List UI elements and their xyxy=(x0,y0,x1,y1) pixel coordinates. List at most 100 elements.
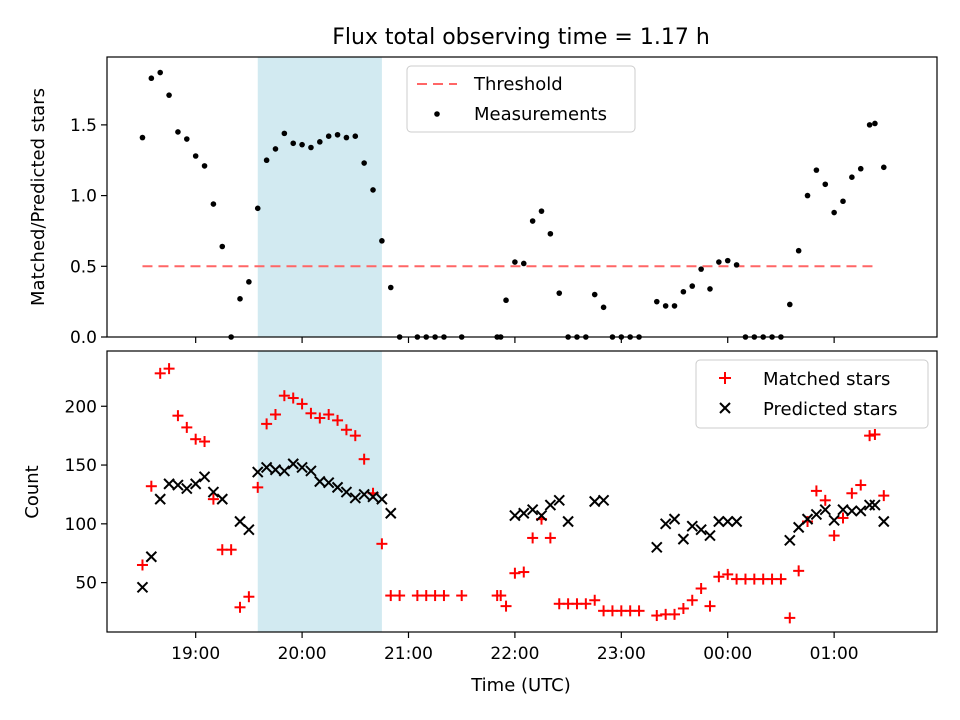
measurement-point xyxy=(201,163,208,169)
measurement-point xyxy=(166,92,172,98)
top-shaded-interval xyxy=(257,57,382,337)
predicted-star-marker xyxy=(207,486,220,498)
predicted-star-marker xyxy=(154,493,166,505)
measurement-point xyxy=(299,141,305,148)
predicted-star-marker xyxy=(828,514,840,527)
top-plot-frame xyxy=(106,56,938,338)
measurement-point xyxy=(600,304,607,311)
predicted-star-marker xyxy=(597,494,610,507)
measurement-point xyxy=(547,230,554,237)
measurement-point xyxy=(210,201,217,207)
bottom-plot-frame xyxy=(106,350,938,633)
measurement-point xyxy=(184,136,190,142)
matched-star-marker xyxy=(589,594,601,606)
measurement-point xyxy=(698,266,704,272)
top-legend: Threshold Measurements xyxy=(406,65,636,133)
measurement-points xyxy=(139,69,887,340)
legend-measurements-swatch xyxy=(434,111,440,117)
top-y-tick-label: 1.0 xyxy=(70,187,97,207)
measurement-point xyxy=(866,122,873,128)
x-tick-label: 01:00 xyxy=(810,644,859,664)
matched-star-marker xyxy=(394,590,406,602)
matched-star-marker xyxy=(225,544,237,556)
predicted-star-marker xyxy=(252,466,264,478)
measurement-point xyxy=(308,144,314,151)
predicted-star-marker xyxy=(562,515,574,528)
predicted-star-marker xyxy=(713,515,725,528)
matched-star-marker xyxy=(278,390,290,402)
top-y-axis: 0.0 0.5 1.0 1.5 xyxy=(70,116,107,348)
predicted-star-marker xyxy=(855,505,867,517)
measurement-point xyxy=(254,205,261,212)
predicted-star-marker xyxy=(589,495,601,508)
matched-star-marker xyxy=(349,430,361,442)
measurement-point xyxy=(387,284,394,291)
measurement-point xyxy=(556,290,563,296)
predicted-star-marker xyxy=(189,478,202,490)
matched-star-marker xyxy=(500,600,512,612)
predicted-star-marker xyxy=(722,515,734,528)
measurement-point xyxy=(317,139,323,145)
predicted-star-marker xyxy=(287,458,299,470)
measurement-point xyxy=(148,75,155,82)
top-x-ticks xyxy=(195,337,835,343)
matched-star-marker xyxy=(544,532,556,544)
matched-star-marker xyxy=(190,433,202,445)
predicted-star-marker xyxy=(553,494,565,507)
matched-star-marker xyxy=(651,610,663,622)
predicted-star-marker xyxy=(358,488,370,501)
legend-predicted-swatch xyxy=(719,402,731,414)
matched-star-marker xyxy=(287,392,299,404)
measurement-point xyxy=(813,167,820,173)
matched-star-marker xyxy=(495,590,507,602)
bottom-shaded-interval xyxy=(257,351,382,632)
measurement-point xyxy=(529,218,536,224)
matched-star-marker xyxy=(136,559,148,571)
measurement-point xyxy=(707,286,713,292)
predicted-star-marker xyxy=(234,515,246,528)
predicted-star-marker xyxy=(651,541,663,554)
predicted-star-marker xyxy=(136,581,149,594)
predicted-star-marker xyxy=(349,492,361,504)
bottom-x-axis: 19:00 20:00 21:00 22:00 23:00 00:00 01:00 xyxy=(171,632,859,664)
measurement-point xyxy=(840,198,846,205)
measurement-point xyxy=(591,291,598,298)
matched-star-marker xyxy=(677,602,689,614)
legend-measurements-label: Measurements xyxy=(474,104,607,125)
predicted-star-marker xyxy=(535,509,548,522)
predicted-star-marker xyxy=(730,515,743,528)
matched-star-marker xyxy=(181,421,193,433)
measurement-point xyxy=(325,133,332,139)
measurement-point xyxy=(880,164,887,171)
predicted-star-marker xyxy=(278,465,291,477)
matched-star-marker xyxy=(509,567,521,579)
matched-star-marker xyxy=(669,608,681,620)
measurement-point xyxy=(662,303,669,309)
measurement-point xyxy=(831,209,837,216)
measurement-point xyxy=(370,187,376,193)
predicted-star-marker xyxy=(686,520,698,532)
figure-title: Flux total observing time = 1.17 h xyxy=(332,25,710,50)
measurement-point xyxy=(786,301,793,308)
measurement-point xyxy=(219,243,226,250)
matched-star-marker xyxy=(704,600,716,612)
bottom-y-tick-label: 100 xyxy=(65,515,97,535)
x-tick-label: 19:00 xyxy=(171,644,220,664)
x-tick-label: 20:00 xyxy=(278,644,327,664)
predicted-star-marker xyxy=(198,471,211,483)
measurement-point xyxy=(379,238,385,244)
legend-matched-label: Matched stars xyxy=(763,369,890,390)
top-y-tick-label: 1.5 xyxy=(70,116,97,136)
measurement-point xyxy=(246,279,252,285)
measurement-point xyxy=(263,157,270,164)
matched-star-marker xyxy=(722,568,734,580)
measurement-point xyxy=(290,140,297,147)
matched-star-marker xyxy=(163,363,175,375)
matched-star-marker xyxy=(784,612,796,624)
measurement-point xyxy=(175,129,181,135)
measurement-point xyxy=(872,120,878,127)
top-y-tick-label: 0.5 xyxy=(70,257,97,277)
measurement-point xyxy=(334,131,341,138)
matched-star-marker xyxy=(376,538,388,550)
matched-star-marker xyxy=(332,414,344,426)
